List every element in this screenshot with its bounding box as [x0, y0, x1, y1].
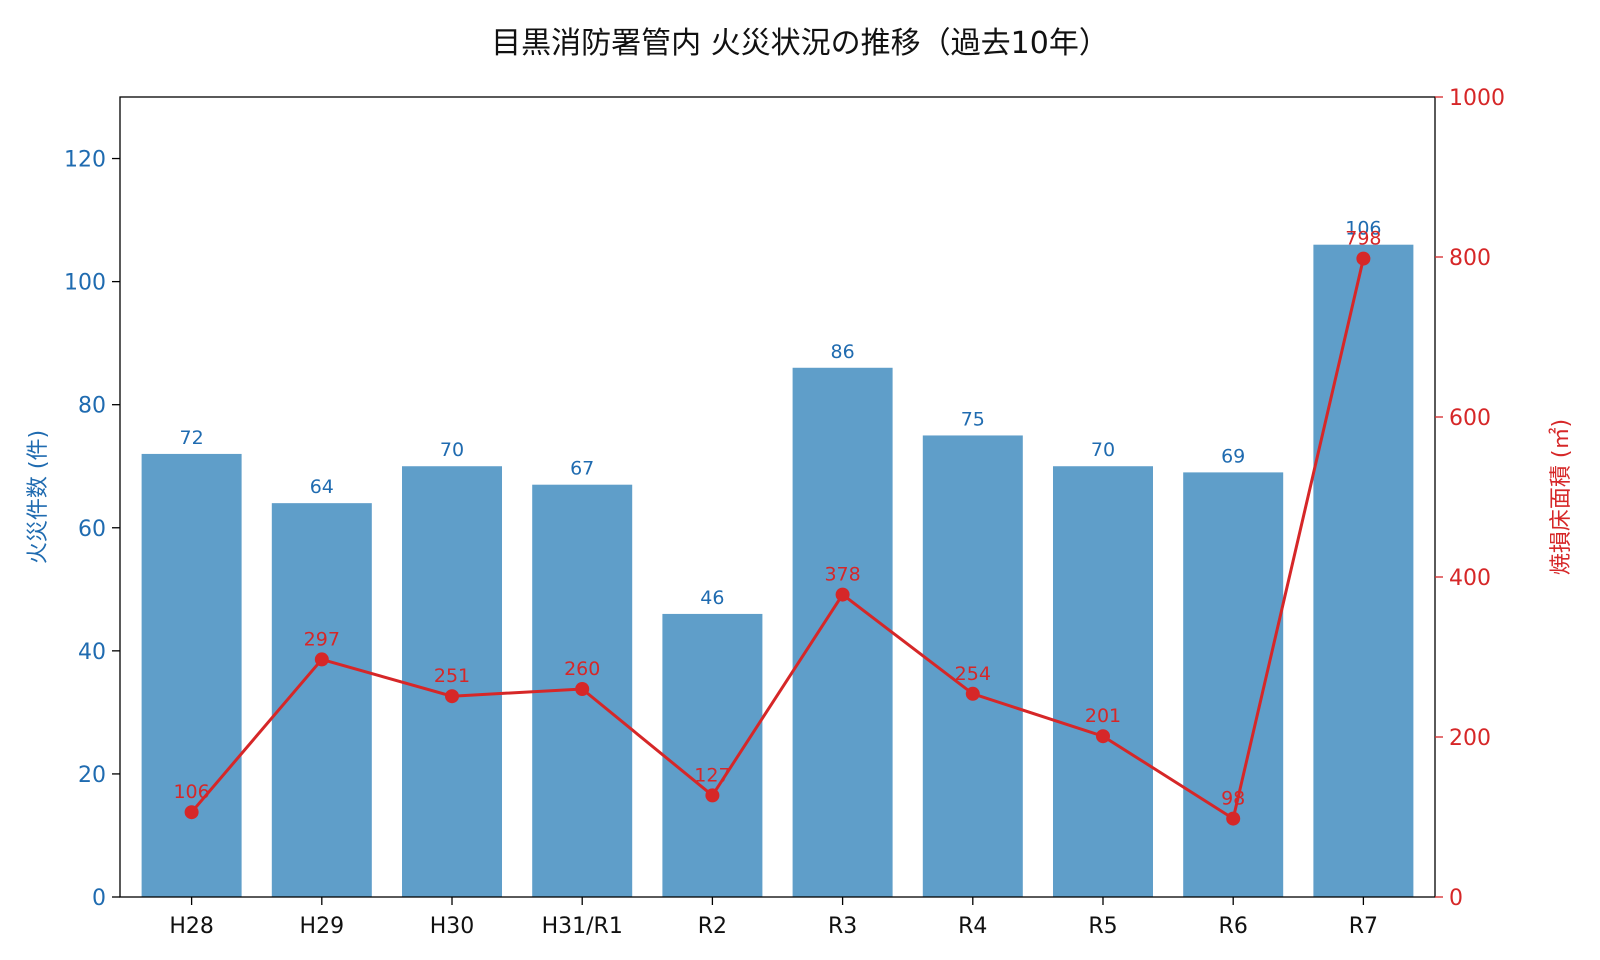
line-point-H29 [314, 652, 329, 667]
line-value-label: 798 [1345, 228, 1381, 250]
bar-value-label: 75 [961, 408, 985, 430]
bar-value-label: 46 [700, 587, 724, 609]
labels-layer: 72 64 70 67 46 86 75 70 69 106 106 297 251 260 127 378 2… [173, 218, 1381, 810]
left-tick-label: 40 [78, 640, 106, 665]
left-tick-label: 60 [78, 517, 106, 542]
line-value-label: 127 [694, 764, 730, 786]
bar-R3 [792, 367, 893, 897]
line-series [190, 258, 1365, 821]
line-layer [184, 251, 1371, 826]
right-tick-label: 200 [1449, 726, 1491, 751]
line-value-label: 201 [1085, 705, 1121, 727]
left-tick-label: 100 [64, 271, 106, 296]
line-point-R2 [705, 788, 720, 803]
x-tick-label: H29 [300, 914, 345, 939]
line-point-H28 [184, 805, 199, 820]
line-value-label: 106 [173, 781, 209, 803]
bar-value-label: 106 [1345, 218, 1381, 240]
left-tick-label: 80 [78, 394, 106, 419]
right-tick-label: 0 [1449, 886, 1463, 911]
plot-frame [119, 96, 1436, 898]
bar-H28 [141, 453, 242, 897]
line-value-label: 251 [434, 665, 470, 687]
bar-value-label: 67 [570, 458, 594, 480]
bar-R4 [922, 435, 1023, 897]
line-point-H31/R1 [575, 682, 590, 696]
left-tick-label: 20 [78, 763, 106, 788]
bar-value-label: 86 [831, 341, 855, 363]
bar-value-label: 72 [180, 427, 204, 449]
right-tick-label: 800 [1449, 246, 1491, 271]
left-tick-label: 120 [64, 148, 106, 173]
bar-value-label: 64 [310, 476, 334, 498]
line-point-R7 [1356, 251, 1371, 266]
x-tick-label: R5 [1088, 914, 1117, 939]
x-tick-label: R6 [1219, 914, 1248, 939]
right-tick-label: 400 [1449, 566, 1491, 591]
x-tick-label: R4 [958, 914, 987, 939]
x-tick-label: H28 [169, 914, 214, 939]
line-point-R5 [1095, 729, 1110, 744]
right-tick-label: 1000 [1449, 86, 1505, 111]
left-tick-label: 0 [92, 886, 106, 911]
axes-layer: 0 20 40 60 80 100 120 0 200 400 600 800 1000 H28 H29 H3… [26, 86, 1574, 939]
line-value-label: 297 [304, 628, 340, 650]
x-tick-label: H30 [430, 914, 475, 939]
line-point-R4 [965, 686, 980, 701]
right-axis-label: 焼損床面積 (㎡) [1548, 419, 1574, 575]
x-tick-label: R7 [1349, 914, 1378, 939]
line-point-H30 [445, 689, 460, 704]
bar-R6 [1183, 472, 1284, 897]
bar-value-label: 70 [440, 439, 464, 461]
bar-R2 [662, 613, 763, 897]
line-value-label: 378 [824, 564, 860, 586]
bar-value-label: 70 [1091, 439, 1115, 461]
x-tick-label: R3 [828, 914, 857, 939]
x-tick-label: R2 [698, 914, 727, 939]
bar-value-label: 69 [1221, 445, 1245, 467]
bar-R5 [1052, 466, 1153, 897]
x-tick-label: H31/R1 [542, 914, 623, 939]
left-axis-label: 火災件数 (件) [26, 430, 51, 564]
line-value-label: 98 [1221, 788, 1245, 810]
line-value-label: 254 [955, 663, 991, 685]
line-value-label: 260 [564, 658, 600, 680]
line-point-R3 [835, 587, 850, 602]
bar-R7 [1313, 244, 1414, 897]
bar-H30 [402, 466, 503, 897]
right-tick-label: 600 [1449, 406, 1491, 431]
chart-title: 目黒消防署管内 火災状況の推移（過去10年） [491, 26, 1109, 61]
line-point-R6 [1226, 811, 1241, 826]
